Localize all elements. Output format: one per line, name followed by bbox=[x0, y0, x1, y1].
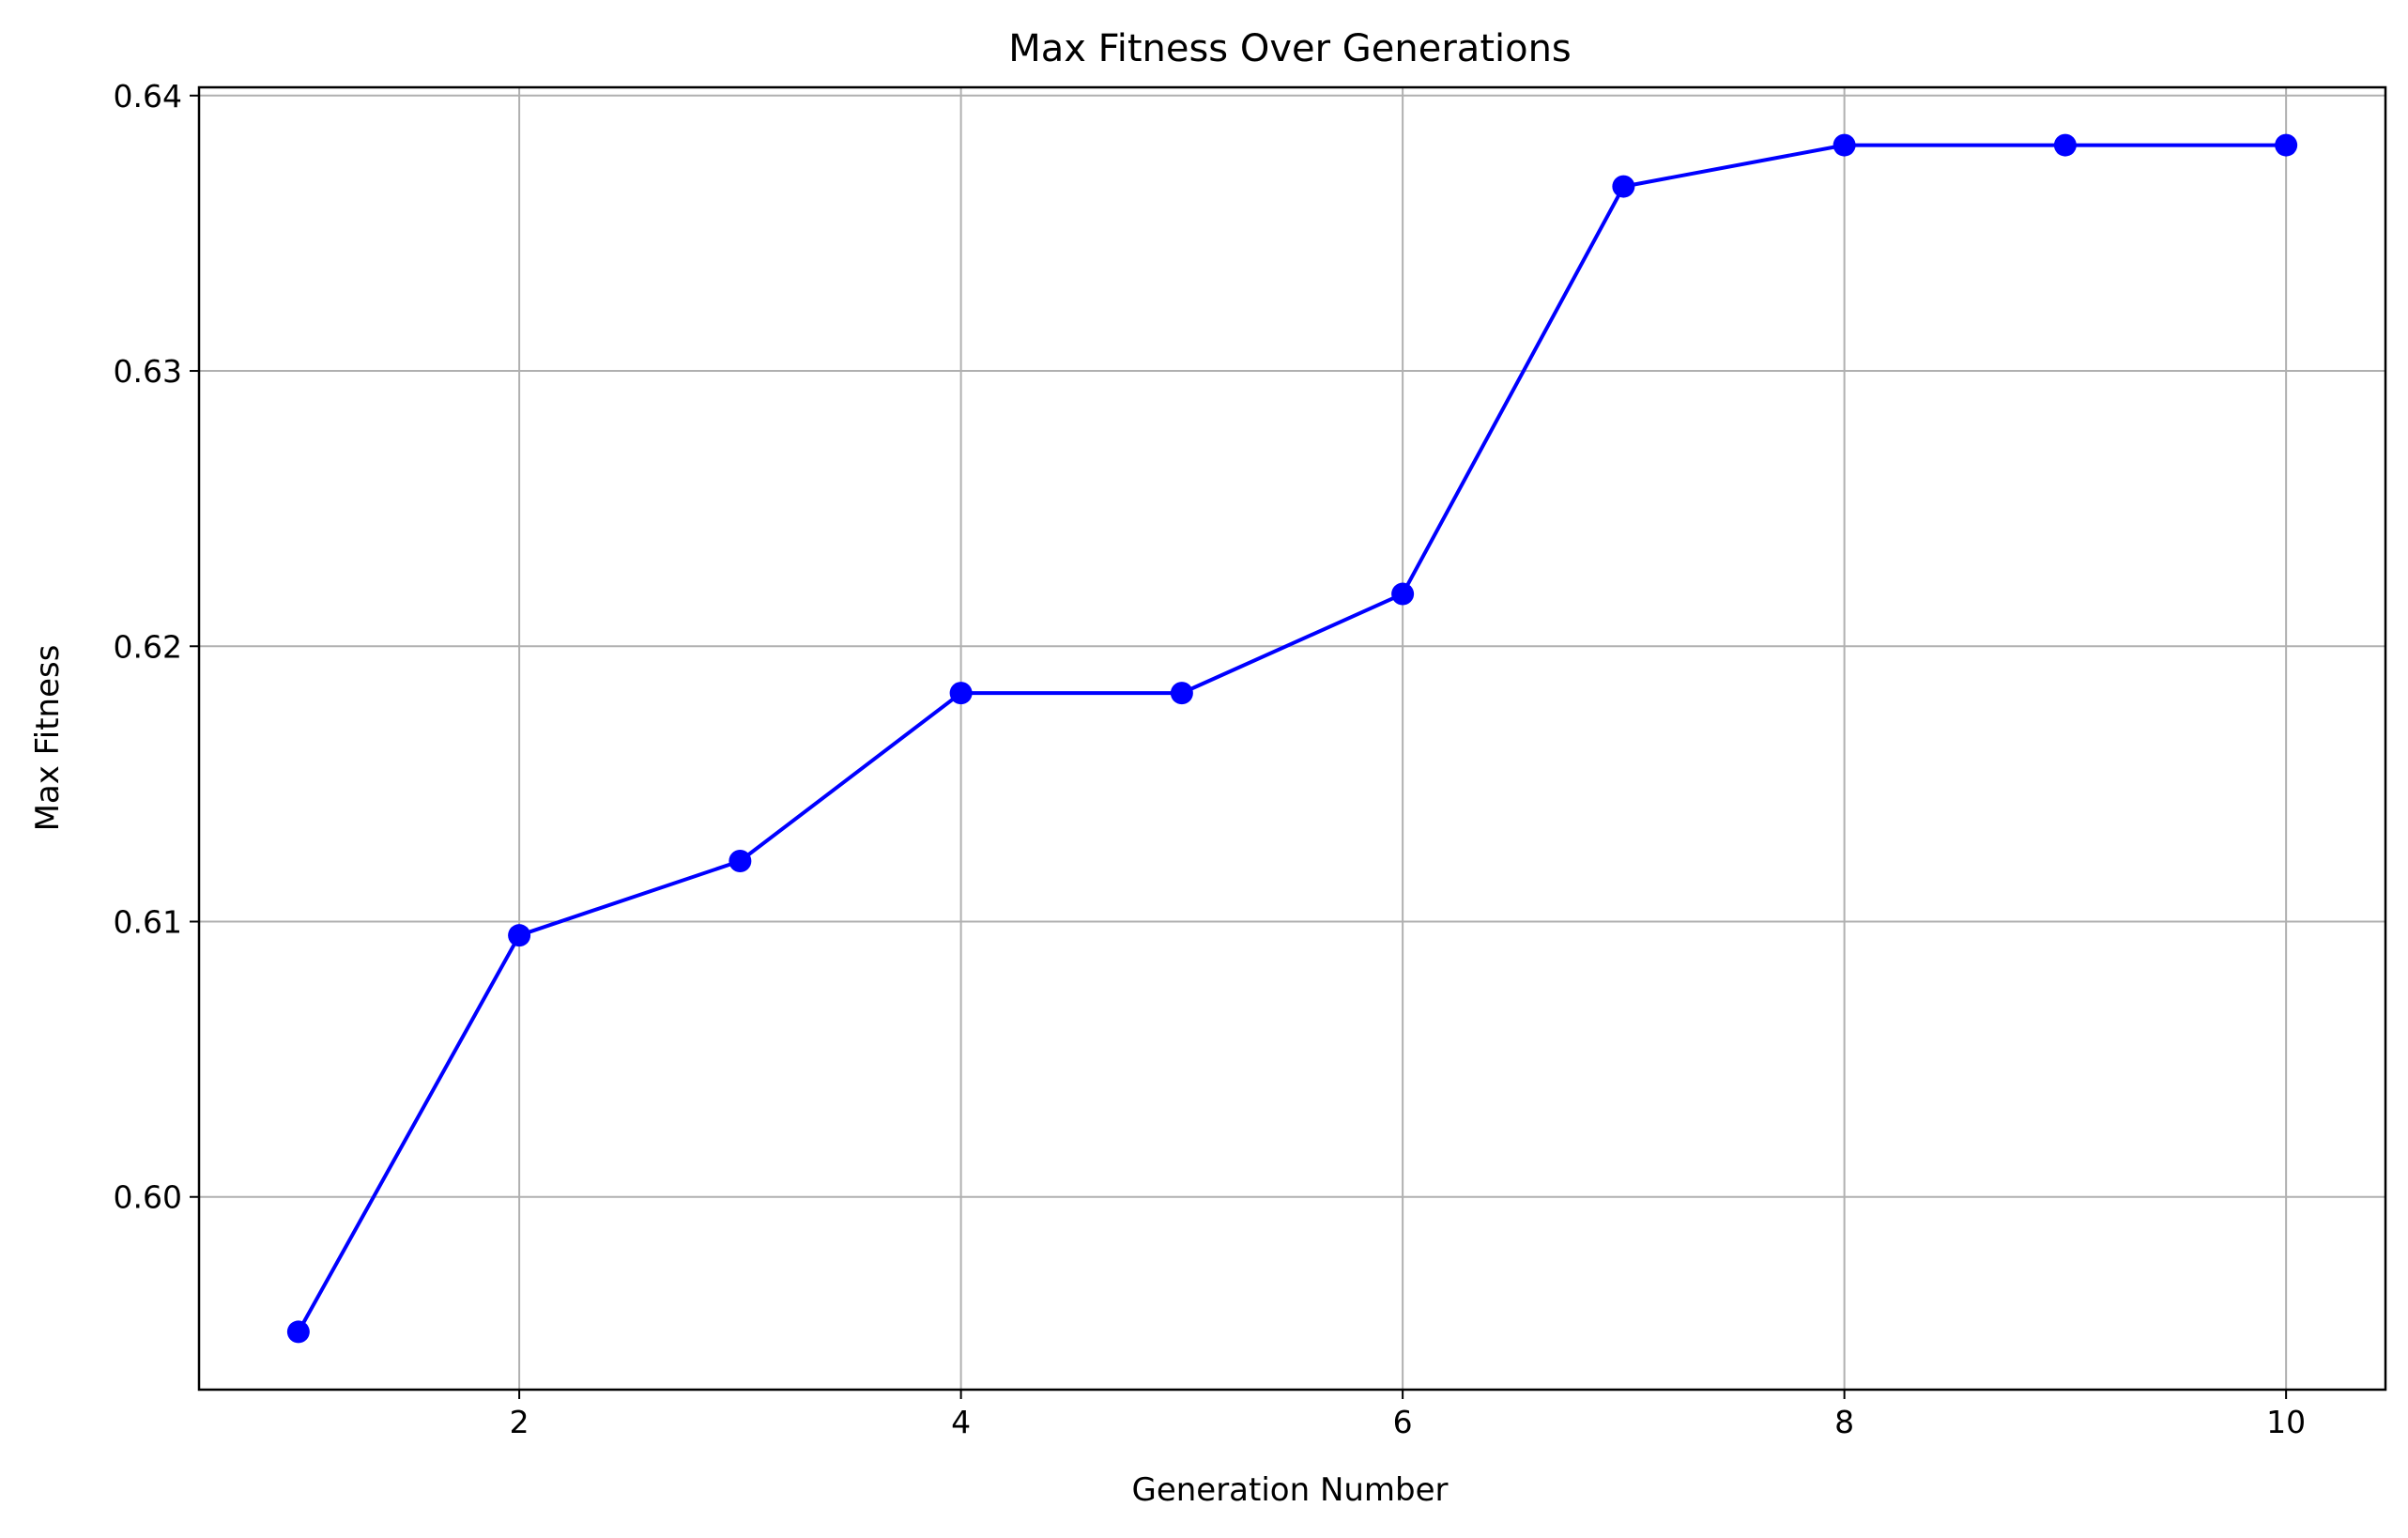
data-point bbox=[1612, 175, 1635, 198]
series-line bbox=[297, 143, 2287, 1333]
series-layer bbox=[286, 133, 2298, 1344]
data-point bbox=[949, 682, 973, 705]
data-point bbox=[286, 1320, 310, 1344]
grid bbox=[199, 87, 2385, 1390]
x-axis-label: Generation Number bbox=[1131, 1471, 1448, 1509]
data-point bbox=[2053, 133, 2077, 157]
x-tick-label: 2 bbox=[510, 1404, 529, 1440]
data-point bbox=[508, 924, 531, 947]
y-axis: 0.60 0.61 0.62 0.63 0.64 bbox=[114, 78, 199, 1216]
plot-frame bbox=[197, 85, 2387, 1392]
chart-title: Max Fitness Over Generations bbox=[1008, 27, 1572, 70]
x-tick-label: 8 bbox=[1834, 1404, 1854, 1440]
y-tick-label: 0.64 bbox=[114, 78, 182, 115]
data-point bbox=[1833, 133, 1856, 157]
data-point bbox=[1391, 582, 1415, 606]
y-tick-label: 0.63 bbox=[114, 353, 182, 390]
x-tick-label: 4 bbox=[951, 1404, 971, 1440]
x-axis: 2 4 6 8 10 bbox=[510, 1390, 2306, 1440]
data-point bbox=[729, 849, 752, 872]
x-tick-label: 10 bbox=[2266, 1404, 2306, 1440]
data-point bbox=[1170, 682, 1193, 705]
y-axis-label: Max Fitness bbox=[29, 645, 67, 832]
y-tick-label: 0.62 bbox=[114, 628, 182, 665]
x-tick-label: 6 bbox=[1393, 1404, 1413, 1440]
y-tick-label: 0.61 bbox=[114, 904, 182, 941]
data-point bbox=[2275, 133, 2298, 157]
y-tick-label: 0.60 bbox=[114, 1179, 182, 1216]
